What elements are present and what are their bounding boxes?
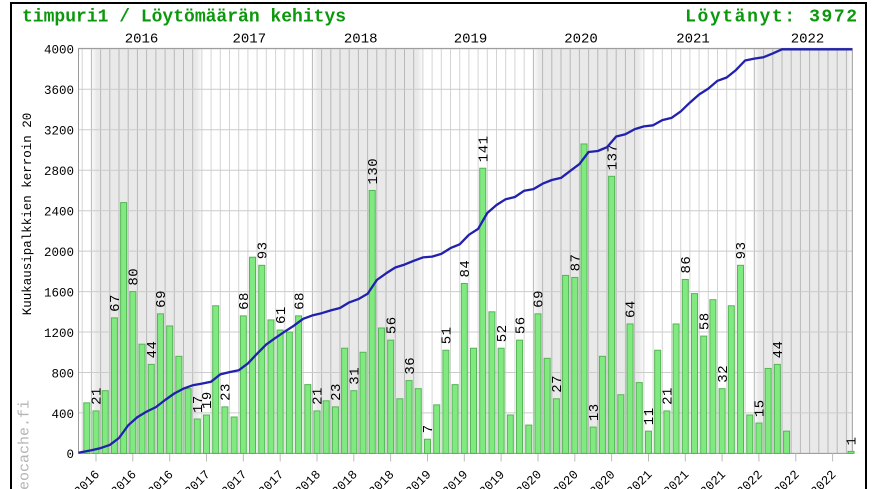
svg-text:2022: 2022 (791, 32, 825, 48)
svg-text:69: 69 (532, 290, 548, 308)
svg-text:67: 67 (108, 294, 124, 312)
svg-text:2800: 2800 (44, 165, 74, 179)
svg-text:23: 23 (329, 383, 345, 401)
svg-text:87: 87 (569, 254, 585, 272)
svg-text:7: 7 (421, 424, 437, 433)
svg-text:56: 56 (513, 316, 529, 334)
svg-text:13: 13 (587, 403, 603, 421)
svg-text:58: 58 (697, 312, 713, 330)
svg-text:23: 23 (219, 383, 235, 401)
svg-text:1600: 1600 (44, 286, 74, 300)
svg-text:86: 86 (679, 256, 695, 274)
svg-text:21: 21 (311, 387, 327, 405)
svg-text:51: 51 (440, 326, 456, 344)
svg-text:44: 44 (145, 341, 161, 359)
svg-text:52: 52 (495, 324, 511, 342)
svg-text:19: 19 (200, 391, 216, 409)
svg-text:36: 36 (403, 357, 419, 375)
svg-text:80: 80 (127, 268, 143, 286)
svg-text:4000: 4000 (44, 44, 74, 58)
svg-text:69: 69 (154, 290, 170, 308)
svg-text:137: 137 (605, 144, 621, 171)
svg-text:141: 141 (476, 135, 492, 162)
svg-text:21: 21 (661, 387, 677, 405)
svg-text:27: 27 (550, 375, 566, 393)
svg-text:2400: 2400 (44, 206, 74, 220)
svg-text:2020: 2020 (564, 32, 598, 48)
svg-text:timpuri1 / Löytömäärän kehitys: timpuri1 / Löytömäärän kehitys (22, 8, 346, 28)
svg-text:Geocache.fi: Geocache.fi (17, 400, 34, 489)
svg-text:44: 44 (771, 341, 787, 359)
svg-text:2017: 2017 (232, 32, 266, 48)
svg-text:15: 15 (753, 399, 769, 417)
svg-text:68: 68 (237, 292, 253, 310)
svg-text:93: 93 (734, 241, 750, 259)
svg-text:17: 17 (191, 395, 207, 413)
svg-text:130: 130 (366, 158, 382, 185)
svg-text:61: 61 (274, 306, 290, 324)
svg-text:32: 32 (716, 365, 732, 383)
svg-text:0: 0 (66, 448, 74, 462)
svg-text:2018: 2018 (344, 32, 378, 48)
svg-text:Löytänyt: 3972: Löytänyt: 3972 (685, 8, 859, 28)
svg-text:64: 64 (624, 300, 640, 318)
svg-text:400: 400 (51, 408, 74, 422)
svg-text:2021: 2021 (676, 32, 710, 48)
svg-text:3600: 3600 (44, 84, 74, 98)
svg-text:800: 800 (51, 367, 74, 381)
svg-text:3200: 3200 (44, 125, 74, 139)
svg-text:84: 84 (458, 260, 474, 278)
svg-text:11: 11 (642, 407, 658, 425)
svg-text:68: 68 (292, 292, 308, 310)
svg-text:2019: 2019 (454, 32, 488, 48)
svg-text:56: 56 (384, 316, 400, 334)
svg-text:2016: 2016 (125, 32, 159, 48)
svg-text:31: 31 (348, 367, 364, 385)
svg-text:Kuukausipalkkien kerroin 20: Kuukausipalkkien kerroin 20 (21, 113, 35, 316)
svg-text:93: 93 (255, 241, 271, 259)
svg-text:1: 1 (845, 436, 861, 445)
svg-text:21: 21 (90, 387, 106, 405)
svg-text:2000: 2000 (44, 246, 74, 260)
svg-text:1200: 1200 (44, 327, 74, 341)
